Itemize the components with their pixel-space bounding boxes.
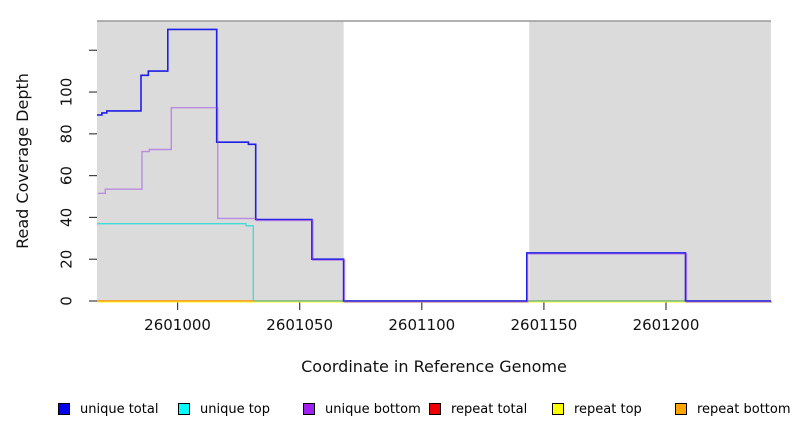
y-tick-label: 0: [58, 296, 76, 306]
shaded-region: [97, 21, 344, 301]
legend-swatch: [552, 403, 564, 415]
x-tick-label: 2601050: [266, 316, 333, 334]
legend-swatch: [178, 403, 190, 415]
legend-label: unique total: [80, 401, 159, 417]
x-tick-label: 2601100: [388, 316, 455, 334]
legend-swatch: [303, 403, 315, 415]
series-line-unique-bottom: [98, 107, 772, 303]
x-tick-label: 2601000: [144, 316, 211, 334]
x-axis-title: Coordinate in Reference Genome: [301, 357, 567, 376]
y-tick-label: 100: [58, 78, 76, 107]
legend-item-repeat-total: repeat total: [429, 401, 527, 417]
legend-label: unique top: [200, 401, 271, 417]
y-axis-title: Read Coverage Depth: [13, 73, 32, 249]
y-tick-label: 80: [58, 124, 76, 143]
shaded-region: [529, 21, 771, 301]
legend-swatch: [429, 403, 441, 415]
legend-item-repeat-top: repeat top: [552, 401, 642, 417]
y-tick-label: 60: [58, 166, 76, 185]
y-tick-label: 40: [58, 208, 76, 227]
coverage-chart: 2601000 2601050 2601100 2601150 2601200 0 20 40…: [13, 20, 772, 376]
legend-item-repeat-bottom: repeat bottom: [675, 401, 791, 417]
y-tick-label: 20: [58, 250, 76, 269]
legend-label: repeat bottom: [697, 401, 791, 417]
chart-layer: 2601000 2601050 2601100 2601150 2601200 0 20 40…: [58, 20, 772, 334]
x-tick-label: 2601150: [510, 316, 577, 334]
legend: unique total unique top unique bottom repea…: [0, 401, 792, 423]
series-line-unique-total: [97, 28, 771, 302]
legend-item-unique-bottom: unique bottom: [303, 401, 421, 417]
legend-item-unique-total: unique total: [58, 401, 158, 417]
legend-swatch: [58, 403, 70, 415]
legend-label: unique bottom: [325, 401, 421, 417]
legend-label: repeat total: [451, 401, 528, 417]
legend-item-unique-top: unique top: [178, 401, 270, 417]
legend-swatch: [675, 403, 687, 415]
x-tick-label: 2601200: [633, 316, 700, 334]
legend-label: repeat top: [574, 401, 642, 417]
